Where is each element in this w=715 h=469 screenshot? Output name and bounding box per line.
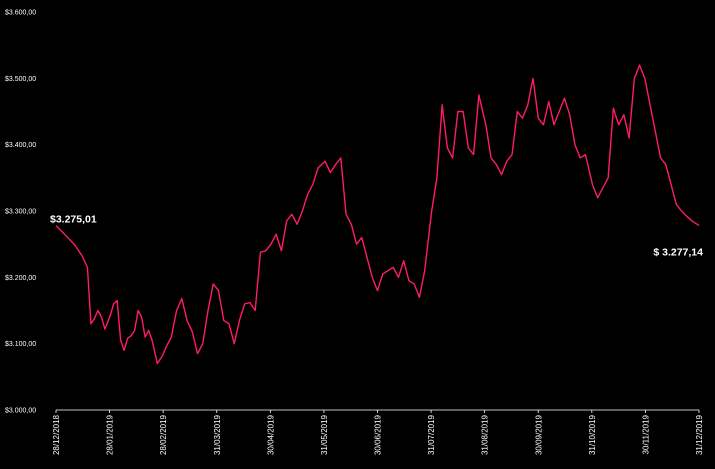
x-axis-ticks: 28/12/2018 28/01/2019 28/02/2019 31/03/2019… xyxy=(52,414,704,455)
x-tick-label: 30/11/2019 xyxy=(641,414,650,454)
y-axis-ticks: $3.600,00 $3.500,00 $3.400,00 $3.300,00 $3.2… xyxy=(5,10,36,415)
y-tick-label: $3.300,00 xyxy=(5,209,36,216)
x-tick-label: 31/12/2019 xyxy=(695,414,704,455)
y-tick-label: $3.100,00 xyxy=(5,341,36,348)
x-tick-label: 30/09/2019 xyxy=(534,414,543,455)
x-tick-label: 31/10/2019 xyxy=(588,414,597,455)
x-tick-label: 30/06/2019 xyxy=(374,414,383,455)
start-value-label: $3.275,01 xyxy=(50,214,97,226)
x-tick-label: 28/02/2019 xyxy=(159,414,168,455)
x-tick-label: 28/12/2018 xyxy=(52,414,61,455)
price-series-line xyxy=(55,64,700,365)
x-tick-label: 30/04/2019 xyxy=(266,414,275,455)
y-tick-label: $3.400,00 xyxy=(5,142,36,149)
x-tick-label: 31/03/2019 xyxy=(213,414,222,455)
y-tick-label: $3.200,00 xyxy=(5,275,36,282)
x-tick-label: 31/07/2019 xyxy=(427,414,436,455)
y-tick-label: $3.600,00 xyxy=(5,10,36,17)
x-tick-label: 31/05/2019 xyxy=(320,414,329,455)
x-axis-tick-marks xyxy=(55,410,700,413)
x-tick-label: 31/08/2019 xyxy=(481,414,490,455)
y-tick-label: $3.500,00 xyxy=(5,76,36,83)
x-tick-label: 28/01/2019 xyxy=(106,414,115,455)
end-value-label: $ 3.277,14 xyxy=(653,247,703,259)
y-tick-label: $3.000,00 xyxy=(5,408,36,415)
